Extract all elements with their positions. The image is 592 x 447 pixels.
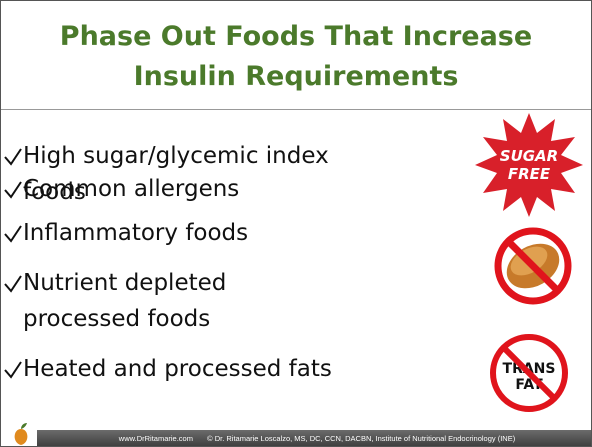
bullet: Inflammatory foods <box>3 215 333 251</box>
slide-title: Phase Out Foods That Increase Insulin Re… <box>59 21 533 92</box>
trans-fat-icon: TRANS FAT <box>490 334 568 412</box>
icon-text: SUGAR <box>500 147 558 165</box>
checkmark <box>4 361 22 379</box>
footer-website: www.DrRitamarie.com <box>118 434 193 443</box>
no-bread-icon <box>494 227 572 305</box>
bullet-text: Common allergens <box>23 176 240 202</box>
footer-credit: © Dr. Ritamarie Loscalzo, MS, DC, CCN, D… <box>207 434 516 443</box>
checkmark <box>4 148 22 166</box>
sugar-free-icon: SUGAR FREE <box>475 113 583 217</box>
checkmark <box>4 181 22 199</box>
logo <box>14 423 28 445</box>
bullet: Heated and processed fats <box>3 351 333 387</box>
checkmark <box>4 225 22 243</box>
icons: SUGAR FREE TRANS FAT <box>475 113 583 412</box>
bullet-text: High sugar/glycemic index foods <box>23 143 329 205</box>
icon-text: FREE <box>508 165 551 183</box>
bullet: Common allergens <box>3 171 333 207</box>
bullet: High sugar/glycemic index foods <box>3 138 333 210</box>
footer: www.DrRitamarie.com © Dr. Ritamarie Losc… <box>37 430 591 446</box>
bullet-text: Heated and processed fats <box>23 356 332 382</box>
divider <box>1 109 591 110</box>
checkmark <box>4 275 22 293</box>
bullet-text: Nutrient depleted processed foods <box>23 270 227 332</box>
bullet: Nutrient depleted processed foods <box>3 265 333 337</box>
bullet-text: Inflammatory foods <box>23 220 249 246</box>
